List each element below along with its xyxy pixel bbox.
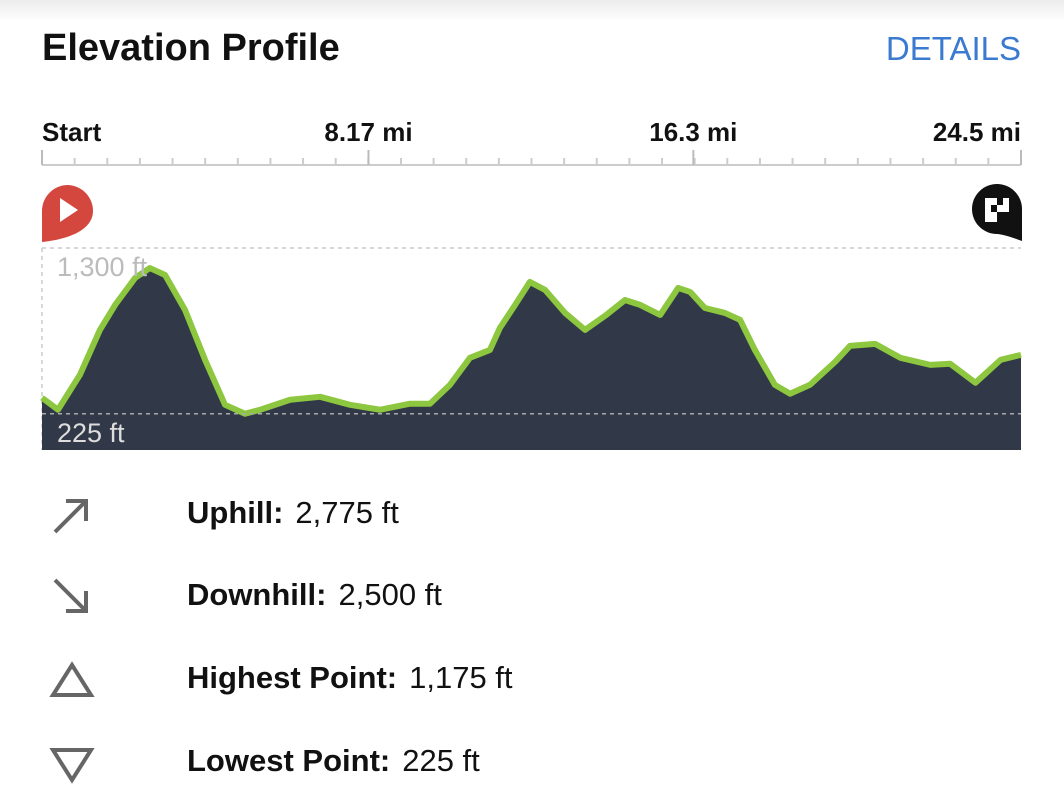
stat-lowest: Lowest Point: 225 ft xyxy=(187,743,480,779)
start-marker xyxy=(41,185,93,242)
details-link[interactable]: DETAILS xyxy=(886,30,1021,67)
stat-label: Uphill: xyxy=(187,495,284,530)
downhill-icon xyxy=(53,578,88,613)
x-tick-label: 8.17 mi xyxy=(324,117,412,147)
title: Elevation Profile xyxy=(42,27,340,69)
stat-label: Lowest Point: xyxy=(187,743,391,778)
y-tick-label: 225 ft xyxy=(57,418,125,448)
highest-icon xyxy=(49,661,95,697)
finish-marker xyxy=(972,184,1022,241)
stat-value: 225 ft xyxy=(402,743,480,778)
stat-label: Downhill: xyxy=(187,577,327,612)
status-shadow xyxy=(0,0,1064,22)
stat-value: 2,500 ft xyxy=(338,577,442,612)
uphill-icon xyxy=(53,499,88,534)
x-tick-label: Start xyxy=(42,117,102,147)
elevation-area xyxy=(42,268,1021,450)
elevation-line xyxy=(40,265,1022,417)
stat-uphill: Uphill: 2,775 ft xyxy=(187,495,399,531)
stat-label: Highest Point: xyxy=(187,660,398,695)
stat-value: 1,175 ft xyxy=(409,660,513,695)
y-tick-label: 1,300 ft xyxy=(57,252,148,282)
stat-downhill: Downhill: 2,500 ft xyxy=(187,577,442,613)
stat-value: 2,775 ft xyxy=(295,495,399,530)
x-tick-label: 24.5 mi xyxy=(933,117,1021,147)
stat-highest: Highest Point: 1,175 ft xyxy=(187,660,513,696)
lowest-icon xyxy=(49,748,95,784)
x-tick-label: 16.3 mi xyxy=(649,117,737,147)
